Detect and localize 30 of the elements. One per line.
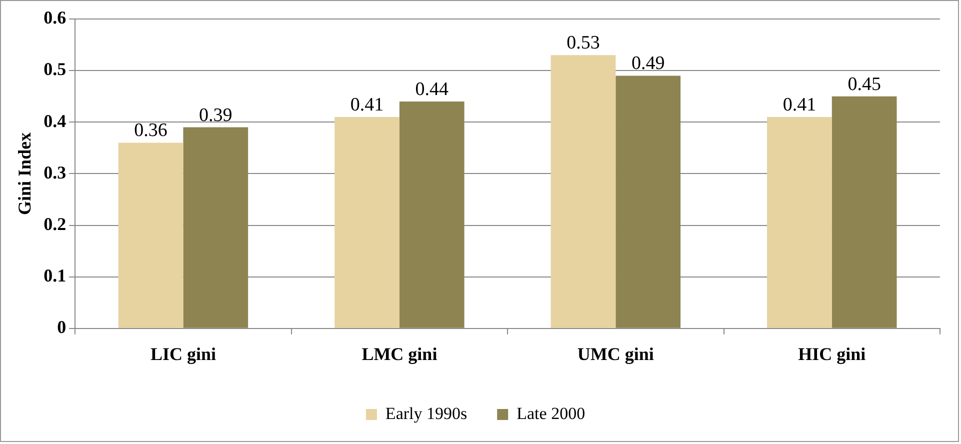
data-label: 0.36	[134, 120, 168, 142]
data-label: 0.49	[631, 53, 665, 74]
data-label: 0.44	[415, 78, 449, 100]
y-tick-label: 0.1	[44, 265, 66, 286]
y-tick-label: 0.3	[44, 162, 66, 182]
x-tick-label: HIC gini	[798, 344, 866, 364]
bar	[118, 142, 184, 328]
legend-label: Early 1990s	[385, 404, 468, 423]
y-tick-label: 0.4	[44, 110, 66, 131]
bar	[399, 102, 464, 328]
bar	[767, 116, 832, 328]
x-tick-label: LMC gini	[362, 344, 438, 364]
y-tick-label: 0.6	[44, 8, 66, 28]
y-tick-label: 0.5	[44, 59, 66, 80]
bar	[832, 96, 897, 328]
x-tick-label: UMC gini	[577, 344, 654, 364]
x-tick-label: LIC gini	[150, 344, 216, 364]
bar	[550, 55, 616, 328]
data-label: 0.53	[566, 32, 600, 54]
data-label: 0.41	[350, 94, 384, 116]
y-axis-title: Gini Index	[14, 132, 34, 215]
bar	[616, 76, 681, 328]
legend-label: Late 2000	[516, 404, 586, 423]
data-label: 0.39	[199, 104, 232, 126]
data-label: 0.45	[848, 74, 881, 95]
y-tick-label: 0.2	[44, 214, 66, 234]
y-tick-label: 0	[57, 317, 66, 338]
data-label: 0.41	[782, 94, 816, 116]
bar	[334, 116, 400, 328]
bar	[183, 127, 248, 328]
